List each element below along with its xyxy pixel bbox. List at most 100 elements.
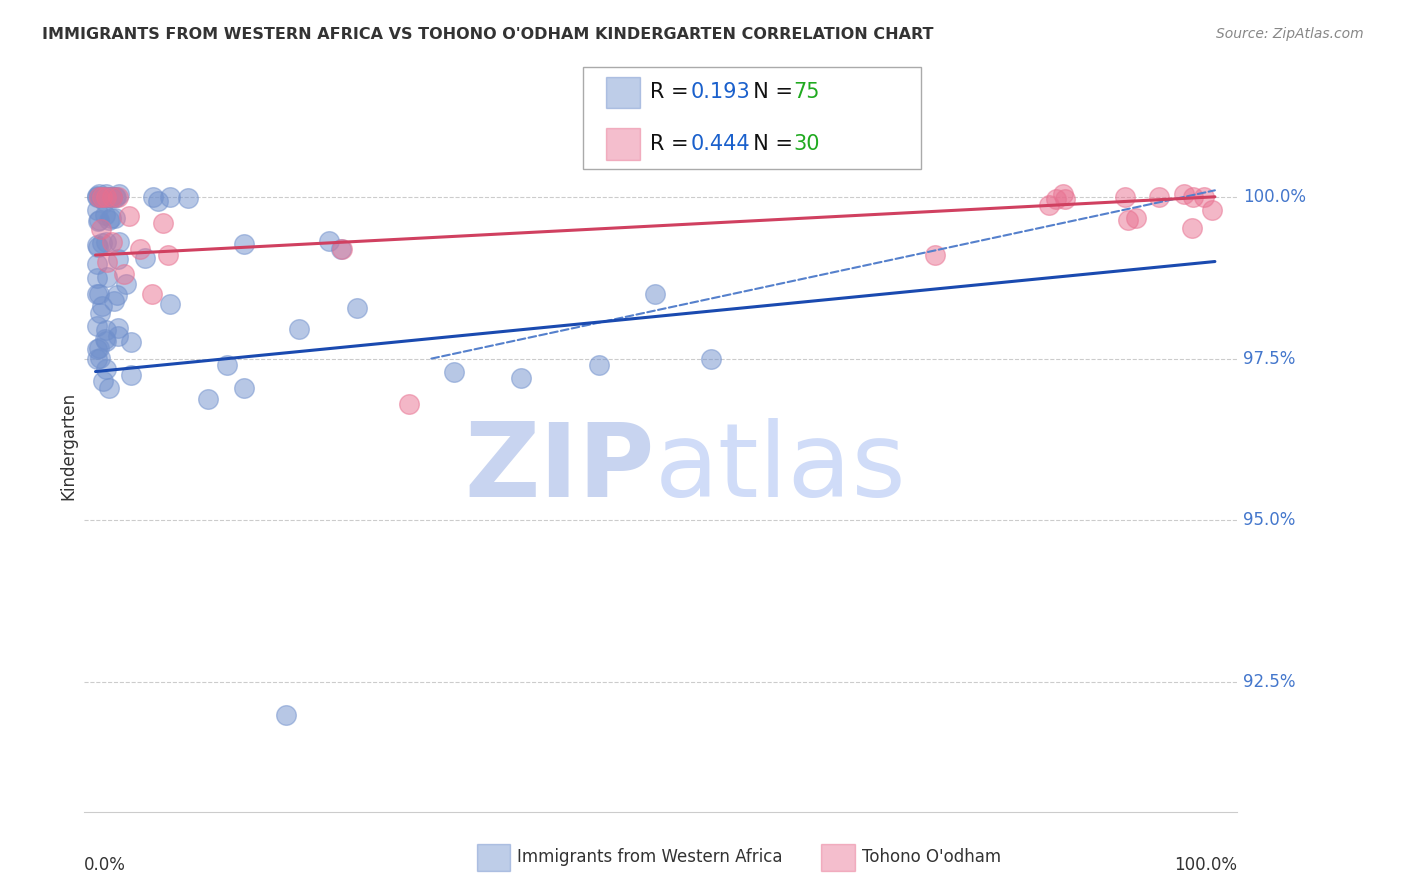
Point [98, 190, 121, 204]
Point [89, 190, 111, 204]
Point [1045, 192, 1067, 206]
Point [96, 323, 118, 337]
Text: N =: N = [740, 134, 799, 154]
Text: IMMIGRANTS FROM WESTERN AFRICA VS TOHONO O'ODHAM KINDERGARTEN CORRELATION CHART: IMMIGRANTS FROM WESTERN AFRICA VS TOHONO… [42, 27, 934, 42]
Point [89, 351, 111, 365]
Point [91, 190, 114, 204]
Text: 100.0%: 100.0% [1243, 188, 1306, 206]
Point [86, 240, 108, 254]
Point [142, 190, 165, 204]
Point [141, 286, 163, 301]
Point [103, 294, 125, 309]
Point [87, 190, 110, 204]
Point [152, 216, 174, 230]
Text: 75: 75 [793, 82, 820, 103]
Point [157, 248, 180, 262]
Point [101, 235, 124, 249]
Point [86, 202, 108, 217]
Point [134, 251, 156, 265]
Point [330, 242, 353, 256]
Point [1147, 190, 1170, 204]
Point [98, 190, 121, 204]
Point [217, 359, 239, 373]
Point [588, 358, 610, 372]
Point [91, 299, 114, 313]
Point [120, 368, 142, 382]
Point [108, 235, 131, 249]
Point [96, 254, 118, 268]
Text: 97.5%: 97.5% [1243, 350, 1295, 368]
Text: R =: R = [650, 82, 695, 103]
Point [107, 252, 129, 266]
Point [87, 213, 110, 227]
Point [443, 365, 465, 379]
Point [89, 286, 111, 301]
Point [159, 190, 181, 204]
Point [112, 268, 135, 282]
Point [1116, 212, 1139, 227]
Point [87, 190, 110, 204]
Point [86, 319, 108, 334]
Point [96, 235, 118, 249]
Point [330, 242, 353, 256]
Point [94, 186, 117, 201]
Point [101, 190, 124, 204]
Point [1125, 211, 1147, 225]
Point [94, 334, 117, 348]
Point [1054, 193, 1077, 207]
Point [86, 257, 108, 271]
Point [148, 194, 170, 209]
Text: 0.0%: 0.0% [84, 855, 127, 873]
Text: 92.5%: 92.5% [1243, 673, 1295, 691]
Point [159, 297, 181, 311]
Point [509, 371, 531, 385]
Point [100, 190, 122, 204]
Text: Tohono O'odham: Tohono O'odham [862, 848, 1001, 866]
Point [87, 342, 110, 356]
Text: 0.193: 0.193 [690, 82, 749, 103]
Point [107, 329, 129, 343]
Point [96, 190, 118, 204]
Point [94, 190, 117, 204]
Point [1038, 198, 1060, 212]
Point [1181, 220, 1204, 235]
Point [93, 208, 115, 222]
Text: 95.0%: 95.0% [1243, 511, 1295, 530]
Point [86, 352, 108, 367]
Y-axis label: Kindergarten: Kindergarten [59, 392, 77, 500]
Point [924, 248, 946, 262]
Point [91, 374, 114, 388]
Text: ZIP: ZIP [465, 418, 655, 519]
Point [1114, 190, 1136, 204]
Point [700, 351, 723, 366]
Point [86, 342, 108, 356]
Point [1173, 187, 1195, 202]
Point [94, 362, 117, 376]
Point [87, 212, 110, 227]
Point [398, 397, 420, 411]
Text: 30: 30 [793, 134, 820, 154]
Point [1192, 190, 1215, 204]
Point [96, 270, 118, 285]
Point [86, 190, 108, 204]
Point [86, 287, 108, 301]
Point [101, 190, 124, 204]
Point [232, 381, 254, 395]
Text: N =: N = [740, 82, 799, 103]
Point [274, 707, 297, 722]
Point [86, 270, 108, 285]
Text: Immigrants from Western Africa: Immigrants from Western Africa [517, 848, 783, 866]
Point [100, 211, 122, 225]
Point [107, 321, 129, 335]
Text: atlas: atlas [655, 418, 907, 519]
Point [644, 286, 666, 301]
Point [89, 306, 111, 320]
Point [120, 335, 142, 350]
Point [87, 186, 110, 201]
Point [1201, 202, 1223, 217]
Point [197, 392, 219, 407]
Point [318, 234, 340, 248]
Text: 0.444: 0.444 [690, 134, 749, 154]
Text: R =: R = [650, 134, 695, 154]
Point [346, 301, 368, 316]
